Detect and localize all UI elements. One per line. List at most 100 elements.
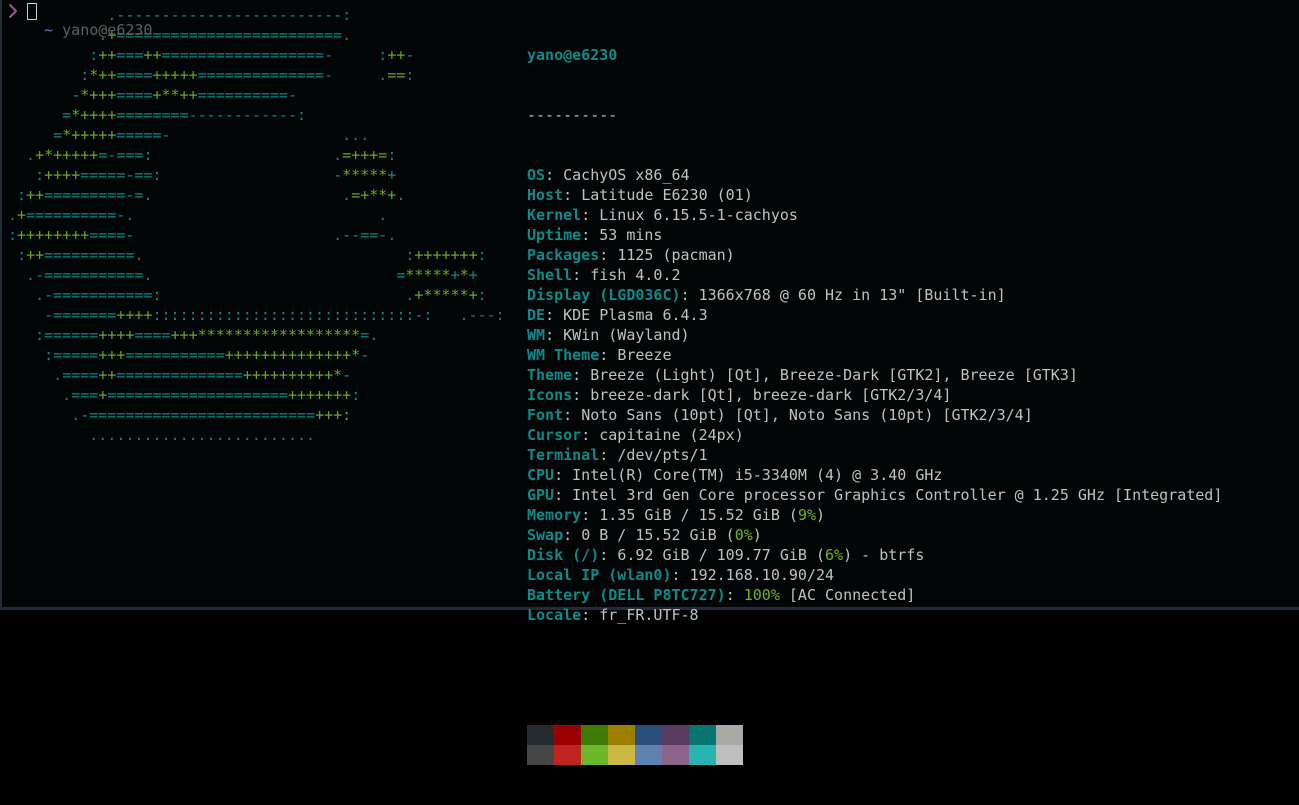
- info-value-segment: 1125 (pacman): [617, 246, 735, 264]
- info-label: Local IP (wlan0): [527, 566, 672, 584]
- info-colon: :: [581, 206, 600, 224]
- art-segment: .: [134, 206, 388, 224]
- info-label: Host: [527, 186, 564, 204]
- info-label: WM: [527, 326, 546, 344]
- info-value-segment: Intel(R) Core(TM) i5-3340M (4) @ 3.40 GH…: [572, 466, 943, 484]
- info-line: Cursor: capitaine (24px): [527, 425, 1222, 445]
- art-segment: ===: [116, 46, 144, 64]
- info-label: Disk (/): [527, 546, 600, 564]
- art-segment: -: [405, 46, 415, 64]
- prompt-input-line[interactable]: [8, 0, 37, 22]
- art-segment: .: [8, 386, 72, 404]
- prompt-chevron-icon: [8, 3, 18, 19]
- art-segment: :======: [8, 326, 99, 344]
- info-line: GPU: Intel 3rd Gen Core processor Graphi…: [527, 485, 1222, 505]
- art-segment: ==============-: [197, 66, 334, 84]
- info-colon: :: [554, 466, 573, 484]
- info-line: Display (LGD036C): 1366x768 @ 60 Hz in 1…: [527, 285, 1222, 305]
- info-line: Memory: 1.35 GiB / 15.52 GiB (9%): [527, 505, 1222, 525]
- info-value-segment: Breeze (Light) [Qt], Breeze-Dark [GTK2],…: [590, 366, 1078, 384]
- info-value-segment: Linux 6.15.5-1-cachyos: [599, 206, 798, 224]
- info-label: Icons: [527, 386, 573, 404]
- art-segment: ++++++++: [17, 226, 90, 244]
- info-colon: :: [671, 566, 690, 584]
- art-segment: .: [8, 206, 18, 224]
- palette-swatch: [635, 725, 662, 745]
- art-segment: .: [8, 266, 36, 284]
- fetch-title-separator: ----------: [527, 106, 618, 124]
- art-segment: :: [378, 46, 388, 64]
- info-colon: :: [572, 366, 591, 384]
- info-colon: :: [599, 346, 618, 364]
- art-segment: ====: [116, 86, 153, 104]
- art-segment: .: [143, 266, 153, 284]
- art-segment: +++: [98, 346, 126, 364]
- art-segment: +: [387, 166, 397, 184]
- art-segment: ++: [98, 366, 117, 384]
- info-label: Battery (DELL P8TC727): [527, 586, 726, 604]
- art-segment: -: [333, 166, 343, 184]
- art-segment: ==========-: [197, 86, 297, 104]
- art-segment: .: [8, 286, 45, 304]
- info-label: DE: [527, 306, 546, 324]
- info-label: OS: [527, 166, 546, 184]
- info-label: GPU: [527, 486, 555, 504]
- art-segment: .: [134, 246, 144, 264]
- info-value-segment: 6.92 GiB / 109.77 GiB (: [617, 546, 826, 564]
- info-label: Packages: [527, 246, 600, 264]
- info-colon: :: [563, 186, 582, 204]
- palette-swatch: [662, 725, 689, 745]
- info-value-segment: fr_FR.UTF-8: [599, 606, 699, 624]
- info-label: Terminal: [527, 446, 600, 464]
- art-segment: ========------------:: [116, 106, 307, 124]
- fastfetch-info-column: yano@e6230 ---------- OS: CachyOS x86_64…: [527, 5, 1222, 805]
- info-line: Host: Latitude E6230 (01): [527, 185, 1222, 205]
- art-segment: :: [8, 246, 27, 264]
- art-segment: ====: [62, 366, 99, 384]
- art-segment: ++: [143, 46, 162, 64]
- info-value-segment: KWin (Wayland): [563, 326, 690, 344]
- art-segment: .: [152, 146, 343, 164]
- art-segment: ====: [134, 326, 171, 344]
- art-segment: [143, 246, 405, 264]
- info-colon: :: [581, 606, 600, 624]
- art-segment: -=======: [8, 306, 117, 324]
- art-segment: .: [396, 186, 406, 204]
- info-label: Theme: [527, 366, 573, 384]
- art-segment: +**++: [152, 86, 198, 104]
- art-segment: +: [17, 206, 27, 224]
- art-segment: +: [450, 266, 460, 284]
- cachyos-ascii-logo: .-------------------------: .+==========…: [8, 5, 505, 445]
- art-segment: -===========:: [44, 286, 162, 304]
- art-segment: ++++: [98, 326, 135, 344]
- info-line: Terminal: /dev/pts/1: [527, 445, 1222, 465]
- art-segment: +++++++: [287, 386, 352, 404]
- info-lines: OS: CachyOS x86_64 Host: Latitude E6230 (…: [527, 165, 1222, 625]
- info-line: OS: CachyOS x86_64: [527, 165, 1222, 185]
- palette-row: [527, 725, 1222, 745]
- info-label: Shell: [527, 266, 573, 284]
- palette-swatch: [716, 725, 743, 745]
- palette-swatch: [581, 745, 608, 765]
- art-segment: ====: [116, 66, 153, 84]
- art-segment: -: [8, 86, 81, 104]
- art-segment: +++:: [315, 406, 352, 424]
- art-segment: +*+++++: [35, 146, 99, 164]
- info-colon: :: [545, 326, 564, 344]
- info-value-segment: ): [816, 506, 826, 524]
- info-colon: :: [563, 526, 582, 544]
- info-label: Locale: [527, 606, 582, 624]
- info-value-segment: 192.168.10.90/24: [689, 566, 835, 584]
- art-segment: .: [152, 186, 352, 204]
- palette-swatch: [527, 725, 554, 745]
- text-cursor: [27, 2, 37, 20]
- info-colon: :: [563, 406, 582, 424]
- palette-swatch: [581, 725, 608, 745]
- art-segment: .: [143, 186, 153, 204]
- art-segment: .: [369, 326, 379, 344]
- prompt-path-line: ~ yano@e6230: [8, 0, 152, 39]
- art-segment: :=====: [8, 346, 99, 364]
- art-segment: =========================: [116, 26, 343, 44]
- art-segment: :::::::::::::::::::::::::::::-:: [152, 306, 433, 324]
- info-value-segment: 53 mins: [599, 226, 663, 244]
